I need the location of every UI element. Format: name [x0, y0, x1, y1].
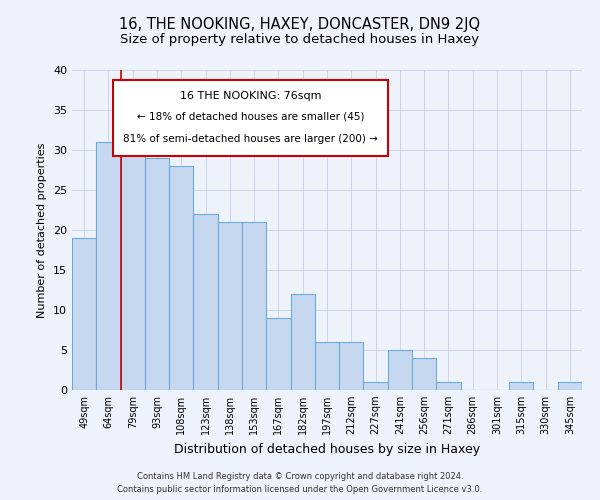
Bar — [558, 382, 582, 390]
Text: 16, THE NOOKING, HAXEY, DONCASTER, DN9 2JQ: 16, THE NOOKING, HAXEY, DONCASTER, DN9 2… — [119, 18, 481, 32]
Bar — [242, 222, 266, 390]
Bar — [193, 214, 218, 390]
Bar — [509, 382, 533, 390]
Text: Contains HM Land Registry data © Crown copyright and database right 2024.
Contai: Contains HM Land Registry data © Crown c… — [118, 472, 482, 494]
Bar — [121, 134, 145, 390]
Bar — [266, 318, 290, 390]
Bar — [412, 358, 436, 390]
Text: 81% of semi-detached houses are larger (200) →: 81% of semi-detached houses are larger (… — [123, 134, 378, 144]
Bar — [339, 342, 364, 390]
FancyBboxPatch shape — [113, 80, 388, 156]
Bar — [72, 238, 96, 390]
Bar — [364, 382, 388, 390]
Y-axis label: Number of detached properties: Number of detached properties — [37, 142, 47, 318]
Bar — [96, 142, 121, 390]
Bar — [169, 166, 193, 390]
Bar — [315, 342, 339, 390]
Text: 16 THE NOOKING: 76sqm: 16 THE NOOKING: 76sqm — [180, 91, 321, 101]
X-axis label: Distribution of detached houses by size in Haxey: Distribution of detached houses by size … — [174, 442, 480, 456]
Bar — [218, 222, 242, 390]
Bar — [436, 382, 461, 390]
Bar — [145, 158, 169, 390]
Text: ← 18% of detached houses are smaller (45): ← 18% of detached houses are smaller (45… — [137, 112, 364, 122]
Bar — [388, 350, 412, 390]
Bar — [290, 294, 315, 390]
Text: Size of property relative to detached houses in Haxey: Size of property relative to detached ho… — [121, 32, 479, 46]
